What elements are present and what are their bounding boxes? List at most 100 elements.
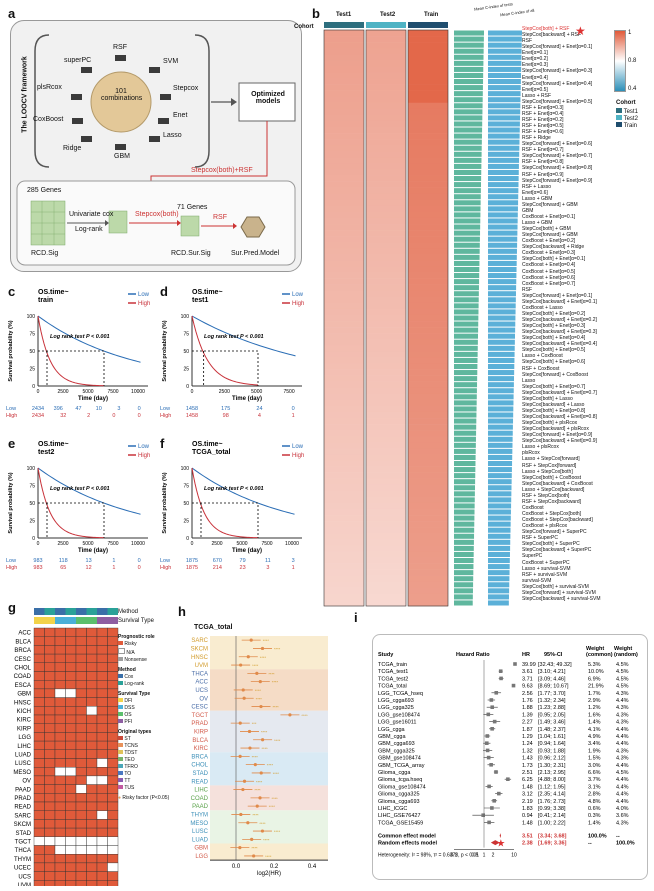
model-label: Enet[α=0.2]: [522, 56, 548, 63]
bar-all: [488, 291, 516, 297]
heatmap-cell: [366, 217, 406, 225]
prognostic-cell: [96, 714, 108, 724]
bar-tests: [454, 448, 476, 454]
heatmap-cell: [408, 242, 448, 249]
heatmap-cell: [408, 36, 448, 43]
model-label: Lasso + GBM: [522, 195, 553, 202]
prognostic-cell: [107, 749, 119, 759]
cancer-label: UVM: [195, 663, 208, 669]
bar-tests: [454, 339, 478, 345]
x-tick: 2500: [57, 541, 68, 547]
heatmap-cell: [324, 133, 364, 140]
weight-common: 1.4%: [588, 720, 601, 726]
heatmap-cell: [366, 557, 406, 564]
model-label: StepCox[forward] + GBM: [522, 201, 578, 208]
cancer-label: STAD: [15, 831, 31, 837]
heatmap-cell: [366, 120, 406, 128]
bar-all: [488, 194, 519, 200]
model-label: CoxBoost + Lasso: [522, 304, 563, 311]
heatmap-cell: [324, 36, 364, 43]
significance-stars: ****: [274, 829, 281, 834]
hr-point: [260, 829, 265, 833]
method-cell: [97, 608, 108, 615]
prognostic-cell: [107, 862, 119, 872]
x-tick: 0.4: [308, 864, 317, 870]
bar-all: [488, 582, 510, 588]
heatmap-cell: [366, 369, 406, 376]
legend-low: Low: [138, 292, 150, 298]
bar-tests: [454, 236, 480, 242]
bar-all: [488, 400, 514, 406]
legend-high: High: [292, 453, 304, 459]
heatmap-cell: [366, 599, 406, 607]
heatmap-cell: [366, 230, 406, 237]
hr-value: 3.71: [522, 676, 533, 682]
hr-square: [513, 662, 517, 666]
study-name: TCGA_total: [378, 684, 407, 690]
prognostic-cell: [86, 645, 98, 655]
significance-stars: ****: [274, 738, 281, 743]
study-name: GBM_TCGA_array: [378, 763, 425, 769]
prognostic-cell: [96, 679, 108, 690]
cancer-label: LUSC: [15, 761, 32, 767]
heatmap-cell: [408, 66, 448, 73]
bar-tests: [454, 121, 483, 127]
method-row-label: Method: [118, 609, 139, 615]
hr-point: [238, 721, 242, 725]
model-label: RSF + Enet[α=0.3]: [522, 104, 564, 111]
hr-value: 1.83: [522, 806, 533, 812]
weight-common: 1.4%: [588, 820, 601, 826]
heatmap-cell: [408, 502, 448, 510]
model-label: StepCox[forward] + Enet[α=0.9]: [522, 177, 593, 184]
risk-low-value: 3: [117, 406, 120, 412]
prognostic-cell: [44, 766, 56, 777]
risk-high-value: 1875: [186, 565, 198, 571]
heatmap-cell: [324, 205, 364, 213]
hr-square: [485, 734, 490, 738]
bar-tests: [454, 72, 484, 79]
prognostic-cell: [75, 732, 87, 742]
bar-tests: [454, 479, 476, 485]
model-label: SuperPC: [522, 553, 543, 560]
km-curve-high: [191, 315, 259, 386]
heatmap-cell: [366, 108, 406, 116]
bar-tests: [454, 370, 478, 376]
heatmap-cell: [408, 478, 448, 486]
panel-d-label: d: [160, 284, 168, 299]
risk-low-value: 0: [138, 558, 141, 564]
common-hr: 3.51: [522, 834, 533, 840]
prognostic-cell: [33, 784, 45, 794]
x-tick: 5000: [251, 389, 262, 395]
prognostic-cell: [86, 801, 98, 811]
prognostic-cell: [86, 671, 98, 681]
bar-tests: [454, 285, 479, 291]
risk-high-value: 32: [60, 413, 66, 419]
bar-tests: [454, 460, 476, 467]
y-tick: 100: [27, 466, 36, 472]
bar-tests: [454, 503, 475, 509]
prognostic-cell: [33, 671, 45, 681]
heatmap-cell: [366, 266, 406, 273]
heatmap-cell: [324, 442, 364, 449]
heatmap-cell: [408, 424, 448, 431]
bar-all: [488, 85, 521, 91]
heatmap-cell: [324, 399, 364, 407]
model-label: survival-SVM: [522, 577, 552, 584]
heatmap-cell: [408, 224, 448, 231]
heatmap-cell: [408, 357, 448, 364]
heatmap-cell: [324, 569, 364, 576]
study-name: Glioma_cgga325: [378, 792, 420, 798]
panel-b-model-list: StepCox[both] + RSF StepCox[backward] + R…: [522, 26, 622, 606]
prognostic-cell: [65, 723, 77, 733]
heatmap-cell: [366, 139, 406, 146]
significance-stars: ****: [255, 688, 262, 693]
prognostic-cell: [54, 723, 66, 733]
significance-stars: ****: [251, 846, 258, 851]
bar-all: [488, 206, 518, 212]
model-label: StepCox[backward] + CoxBoost: [522, 480, 593, 487]
hr-square: [486, 755, 491, 760]
bar-all: [488, 515, 511, 521]
heatmap-cell: [366, 460, 406, 467]
weight-common: 0.6%: [588, 806, 601, 812]
